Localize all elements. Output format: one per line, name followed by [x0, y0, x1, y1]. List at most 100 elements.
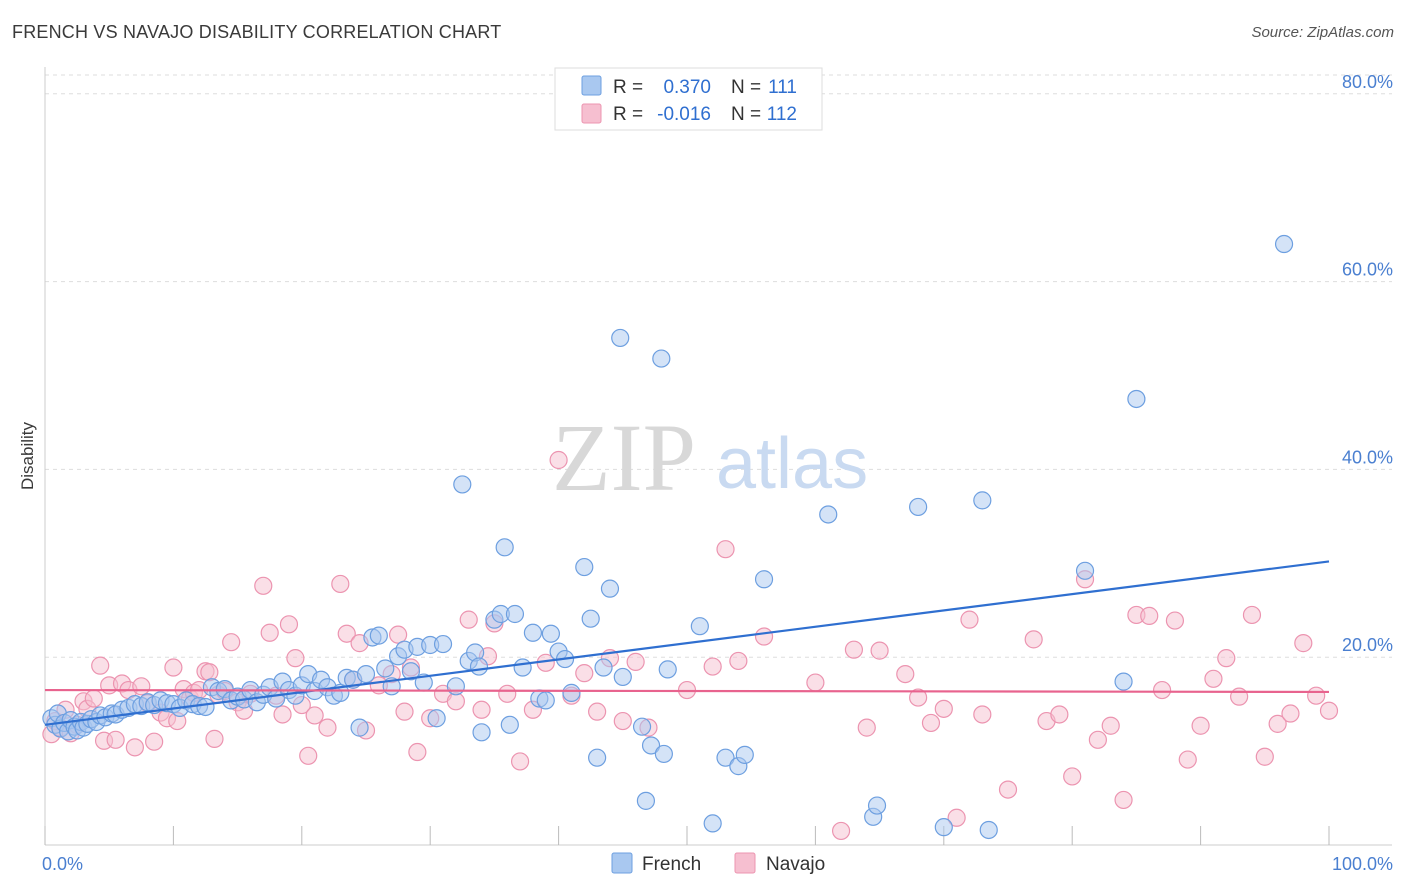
french-point: [652, 349, 671, 368]
navajo-point: [1050, 705, 1069, 724]
navajo-point: [613, 711, 632, 731]
navajo-point: [844, 640, 864, 659]
navajo-point: [934, 699, 953, 718]
legend-french-r-value: 0.370: [663, 77, 711, 98]
y-tick-label: 60.0%: [1342, 260, 1393, 280]
navajo-point: [472, 700, 491, 719]
french-point: [541, 624, 560, 643]
navajo-point: [549, 450, 568, 470]
navajo-point: [870, 641, 889, 660]
axes: 0.0% 100.0%: [42, 67, 1393, 874]
french-point: [495, 538, 514, 557]
french-point: [472, 723, 491, 742]
navajo-point: [273, 705, 292, 724]
french-point: [934, 818, 953, 837]
french-series: [42, 234, 1294, 840]
french-point: [1274, 234, 1294, 254]
french-point: [658, 660, 677, 679]
navajo-point: [145, 732, 164, 751]
navajo-point: [1204, 669, 1223, 688]
navajo-point: [125, 738, 144, 757]
navajo-point: [200, 663, 219, 682]
navajo-point: [1294, 634, 1313, 653]
legend: R = 0.370 N = 111 R = -0.016 N = 112: [554, 67, 823, 131]
navajo-point: [960, 610, 979, 629]
navajo-point: [1114, 790, 1133, 810]
navajo-point: [973, 705, 992, 724]
navajo-point: [806, 673, 825, 692]
watermark-atlas: atlas: [716, 424, 868, 504]
french-point: [690, 617, 709, 636]
navajo-point: [1230, 687, 1249, 706]
french-point: [581, 609, 600, 628]
french-point: [703, 814, 722, 833]
french-point: [427, 709, 446, 728]
y-tick-label: 40.0%: [1342, 447, 1393, 467]
french-point: [513, 658, 532, 677]
navajo-point: [857, 718, 876, 737]
navajo-point: [1101, 716, 1120, 735]
navajo-point: [254, 576, 273, 595]
chart-title: FRENCH VS NAVAJO DISABILITY CORRELATION …: [12, 22, 502, 42]
french-point: [641, 736, 661, 755]
navajo-point: [1191, 716, 1210, 735]
french-point: [433, 634, 453, 654]
french-point: [735, 745, 754, 764]
legend-navajo-r-label: R =: [613, 104, 643, 125]
navajo-point: [132, 677, 151, 696]
navajo-point: [91, 656, 110, 675]
navajo-point: [1152, 680, 1172, 700]
french-point: [632, 717, 652, 736]
french-point: [505, 604, 525, 624]
navajo-point: [754, 627, 774, 646]
french-point: [500, 715, 519, 734]
legend-navajo-n-label: N =: [731, 104, 761, 125]
french-point: [973, 491, 992, 510]
french-point: [350, 718, 369, 737]
navajo-point: [1242, 605, 1262, 625]
french-point: [594, 658, 613, 677]
navajo-point: [1217, 649, 1236, 668]
french-point: [401, 662, 421, 681]
french-point: [369, 626, 388, 645]
navajo-point: [1307, 686, 1326, 705]
navajo-point: [1255, 747, 1274, 766]
french-point: [1127, 389, 1146, 409]
navajo-point: [626, 652, 645, 671]
navajo-point: [1319, 701, 1339, 720]
navajo-point: [998, 780, 1018, 799]
legend-swatch-navajo: [581, 103, 602, 124]
legend-french-r-label: R =: [613, 77, 643, 98]
navajo-point: [716, 540, 735, 559]
navajo-point: [575, 664, 594, 683]
navajo-point: [1281, 704, 1300, 723]
french-point: [469, 657, 489, 676]
french-point: [562, 683, 581, 702]
x-tick-label-max: 100.0%: [1332, 854, 1393, 874]
french-point: [575, 557, 594, 577]
y-tick-label: 80.0%: [1342, 72, 1393, 92]
french-point: [196, 697, 215, 717]
french-point: [613, 667, 632, 687]
navajo-point: [222, 633, 241, 652]
navajo-point: [337, 624, 356, 643]
french-point: [523, 623, 543, 642]
french-point: [654, 744, 673, 764]
watermark: ZIP atlas: [552, 404, 868, 511]
navajo-point: [205, 729, 224, 748]
x-tick-label-min: 0.0%: [42, 854, 83, 874]
navajo-point: [1178, 750, 1197, 769]
legend-french-n-value: 111: [768, 77, 797, 98]
navajo-point: [164, 658, 183, 677]
navajo-point: [1063, 767, 1082, 786]
navajo-point: [703, 657, 722, 676]
navajo-point: [921, 713, 941, 733]
legend-french-n-label: N =: [731, 77, 761, 98]
navajo-point: [729, 651, 748, 671]
french-point: [1075, 561, 1095, 580]
french-point: [588, 748, 607, 767]
navajo-point: [305, 706, 324, 725]
french-point: [1114, 672, 1133, 691]
navajo-point: [84, 689, 103, 708]
